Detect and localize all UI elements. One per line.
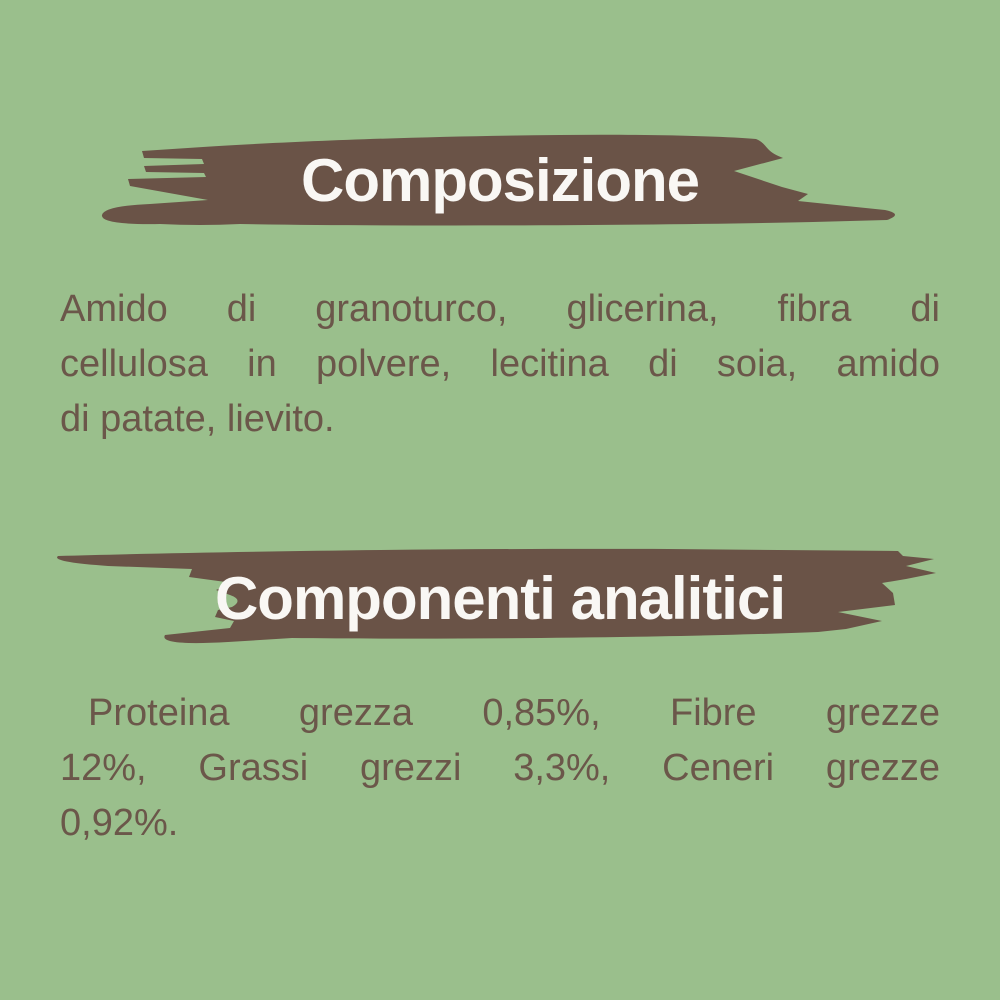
- brush-stroke-shape: [57, 548, 937, 644]
- composition-text: Amido di granoturco, glicerina, fibra di…: [60, 282, 940, 447]
- analytical-components-text: Proteina grezza 0,85%, Fibre grezze 12%,…: [60, 686, 940, 851]
- composition-line-2: cellulosa in polvere, lecitina di soia, …: [60, 343, 940, 385]
- analytical-components-title: Componenti analitici: [214, 564, 786, 632]
- brush-stroke-icon: [101, 134, 896, 226]
- composition-line-3: di patate, lievito.: [60, 398, 335, 440]
- analytical-components-banner: Componenti analitici: [48, 548, 938, 648]
- composition-banner: Composizione: [80, 130, 910, 230]
- analytical-line-3: 0,92%.: [60, 802, 179, 844]
- composition-title: Composizione: [300, 146, 700, 214]
- brush-stroke-shape: [101, 134, 896, 226]
- composition-line-1: Amido di granoturco, glicerina, fibra di: [60, 288, 940, 330]
- analytical-line-2: 12%, Grassi grezzi 3,3%, Ceneri grezze: [60, 747, 940, 789]
- analytical-line-1: Proteina grezza 0,85%, Fibre grezze: [88, 692, 940, 734]
- brush-stroke-icon: [57, 548, 937, 644]
